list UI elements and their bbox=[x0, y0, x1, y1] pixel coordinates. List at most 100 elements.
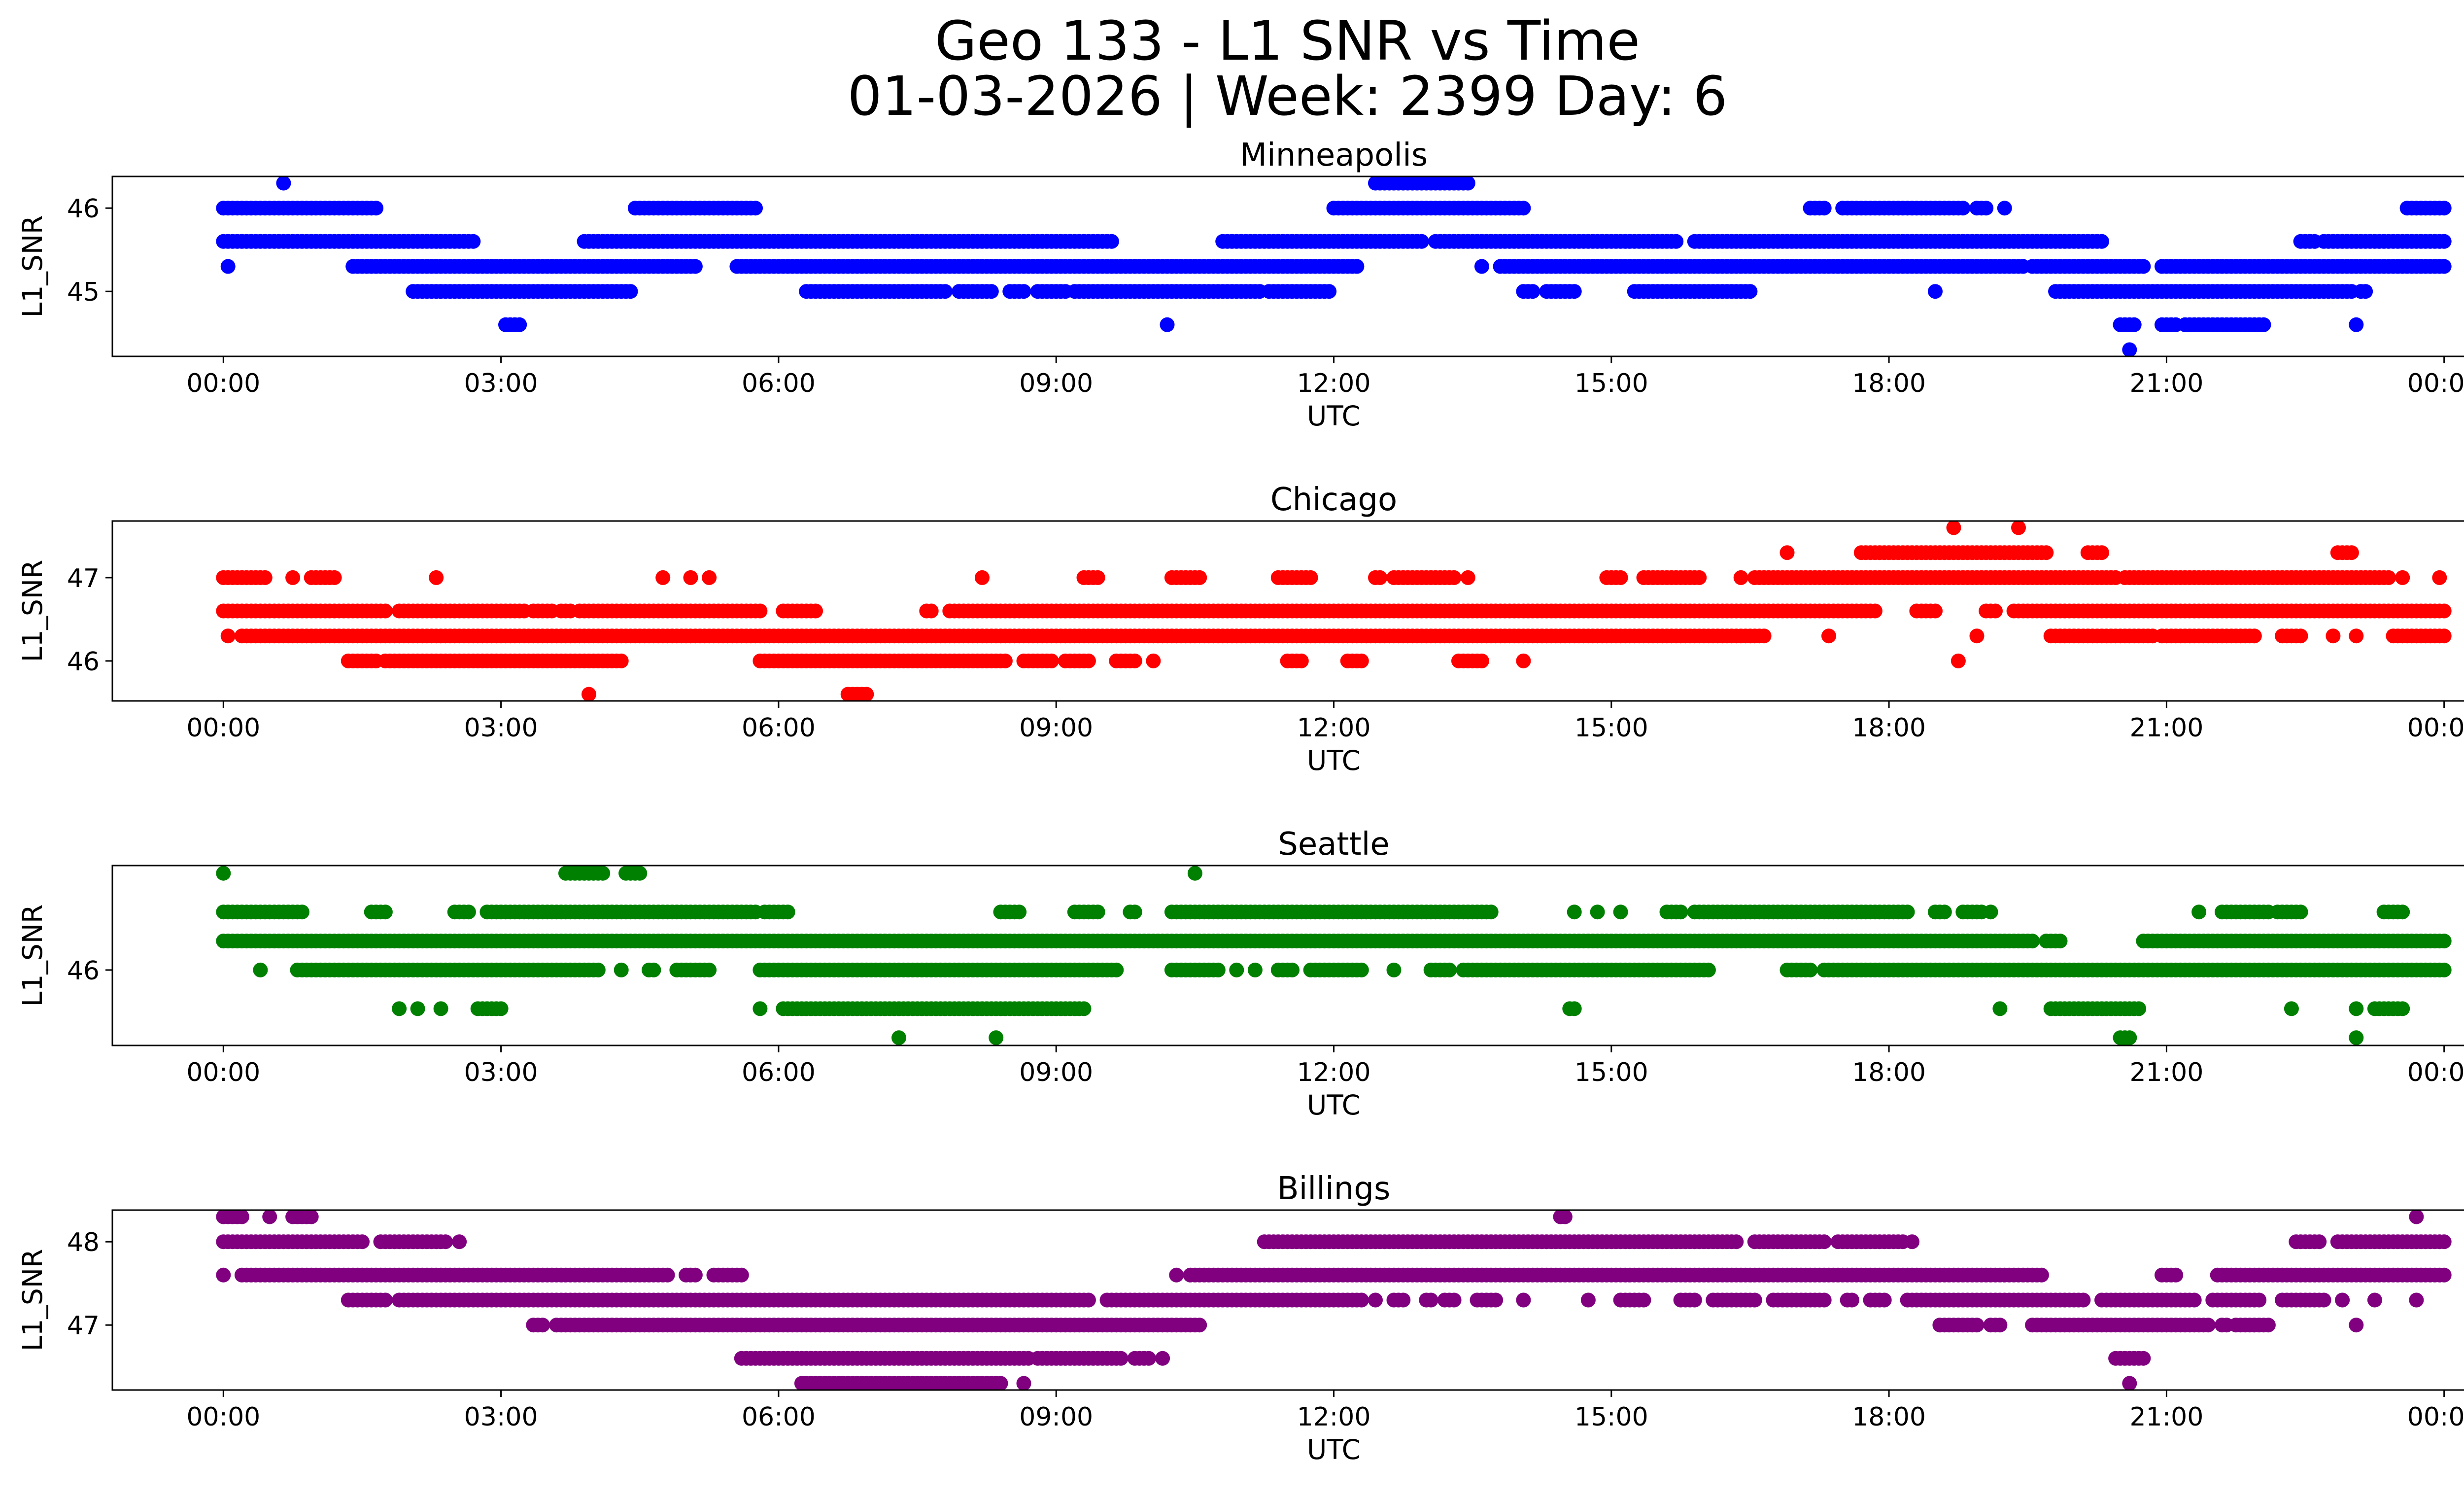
data-point bbox=[1946, 520, 1961, 535]
x-tick-label: 03:00 bbox=[464, 369, 538, 398]
y-tick-label: 46 bbox=[67, 194, 100, 224]
data-point bbox=[1210, 962, 1226, 977]
x-tick-label: 15:00 bbox=[1574, 369, 1648, 398]
data-point bbox=[1928, 603, 1943, 619]
x-tick-label: 00:00 bbox=[186, 713, 260, 743]
data-point bbox=[1127, 904, 1142, 920]
x-tick-label: 00:00 bbox=[186, 1058, 260, 1087]
data-point bbox=[2326, 628, 2341, 644]
data-point bbox=[466, 234, 481, 249]
data-point bbox=[2367, 1292, 2382, 1308]
data-point bbox=[1076, 1001, 1092, 1016]
data-point bbox=[2122, 1030, 2137, 1045]
x-tick-label: 18:00 bbox=[1852, 713, 1926, 743]
data-point bbox=[377, 904, 393, 920]
x-tick-label: 03:00 bbox=[464, 713, 538, 743]
x-tick-label: 00:00 bbox=[2407, 369, 2464, 398]
data-point bbox=[1460, 570, 1475, 585]
data-point bbox=[2436, 1267, 2452, 1283]
figure-title: Geo 133 - L1 SNR vs Time bbox=[934, 9, 1641, 72]
data-point bbox=[1743, 284, 1758, 299]
x-tick-label: 09:00 bbox=[1019, 713, 1093, 743]
data-points bbox=[216, 1209, 2452, 1391]
x-tick-label: 15:00 bbox=[1574, 1058, 1648, 1087]
data-point bbox=[2395, 904, 2410, 920]
data-point bbox=[1687, 1292, 1702, 1308]
data-point bbox=[734, 1267, 749, 1283]
data-point bbox=[1733, 570, 1748, 585]
data-point bbox=[1285, 962, 1300, 977]
data-point bbox=[590, 962, 606, 977]
data-point bbox=[989, 1030, 1004, 1045]
x-axis-label: UTC bbox=[1307, 1089, 1361, 1121]
data-point bbox=[433, 1001, 448, 1016]
data-point bbox=[1446, 1292, 1462, 1308]
x-tick-label: 00:00 bbox=[186, 369, 260, 398]
data-point bbox=[1673, 904, 1688, 920]
data-point bbox=[1821, 628, 1836, 644]
data-point bbox=[438, 1234, 453, 1250]
data-point bbox=[2025, 934, 2040, 949]
data-point bbox=[1692, 570, 1707, 585]
data-point bbox=[1988, 603, 2003, 619]
data-point bbox=[937, 284, 953, 299]
data-point bbox=[1992, 1001, 2008, 1016]
data-point bbox=[2349, 1001, 2364, 1016]
data-point bbox=[285, 570, 301, 585]
data-point bbox=[1127, 653, 1142, 668]
data-point bbox=[535, 1318, 550, 1333]
data-point bbox=[2187, 1292, 2202, 1308]
data-point bbox=[582, 687, 596, 702]
x-tick-label: 09:00 bbox=[1019, 369, 1093, 398]
data-point bbox=[1516, 201, 1531, 216]
data-point bbox=[377, 1292, 393, 1308]
x-tick-label: 00:00 bbox=[2407, 713, 2464, 743]
data-point bbox=[1816, 1234, 1832, 1250]
data-point bbox=[2358, 284, 2373, 299]
x-tick-label: 15:00 bbox=[1574, 713, 1648, 743]
data-point bbox=[1247, 962, 1263, 977]
x-axis-label: UTC bbox=[1307, 400, 1361, 432]
data-point bbox=[1294, 653, 1309, 668]
data-point bbox=[2011, 520, 2026, 535]
data-point bbox=[1090, 904, 1105, 920]
data-point bbox=[2436, 259, 2452, 274]
subplot-title: Billings bbox=[1277, 1171, 1391, 1207]
data-point bbox=[294, 904, 309, 920]
data-point bbox=[1983, 904, 1998, 920]
data-point bbox=[1613, 570, 1628, 585]
data-point bbox=[1229, 962, 1244, 977]
x-tick-label: 06:00 bbox=[742, 713, 816, 743]
data-point bbox=[2312, 1234, 2327, 1250]
data-point bbox=[687, 1267, 703, 1283]
data-point bbox=[1187, 866, 1202, 881]
data-point bbox=[304, 1209, 319, 1224]
data-point bbox=[452, 1234, 467, 1250]
data-point bbox=[2349, 317, 2364, 332]
data-point bbox=[2349, 1318, 2364, 1333]
data-point bbox=[1104, 234, 1119, 249]
data-point bbox=[1567, 1001, 1582, 1016]
data-point bbox=[2200, 1318, 2216, 1333]
data-point bbox=[2053, 934, 2068, 949]
subplot-title: Seattle bbox=[1278, 826, 1390, 863]
axes-frame bbox=[111, 865, 2464, 1046]
data-point bbox=[2191, 904, 2207, 920]
data-point bbox=[1192, 1318, 1207, 1333]
data-point bbox=[2094, 545, 2109, 560]
data-point bbox=[1446, 570, 1462, 585]
data-point bbox=[997, 653, 1013, 668]
data-point bbox=[429, 570, 444, 585]
data-point bbox=[614, 962, 629, 977]
data-point bbox=[2136, 259, 2151, 274]
data-point bbox=[1803, 962, 1818, 977]
data-point bbox=[1474, 653, 1489, 668]
x-tick-label: 12:00 bbox=[1297, 713, 1371, 743]
data-point bbox=[2436, 934, 2452, 949]
data-point bbox=[1969, 1318, 1985, 1333]
data-point bbox=[1109, 962, 1124, 977]
data-point bbox=[1729, 1234, 1744, 1250]
data-point bbox=[1701, 962, 1716, 977]
